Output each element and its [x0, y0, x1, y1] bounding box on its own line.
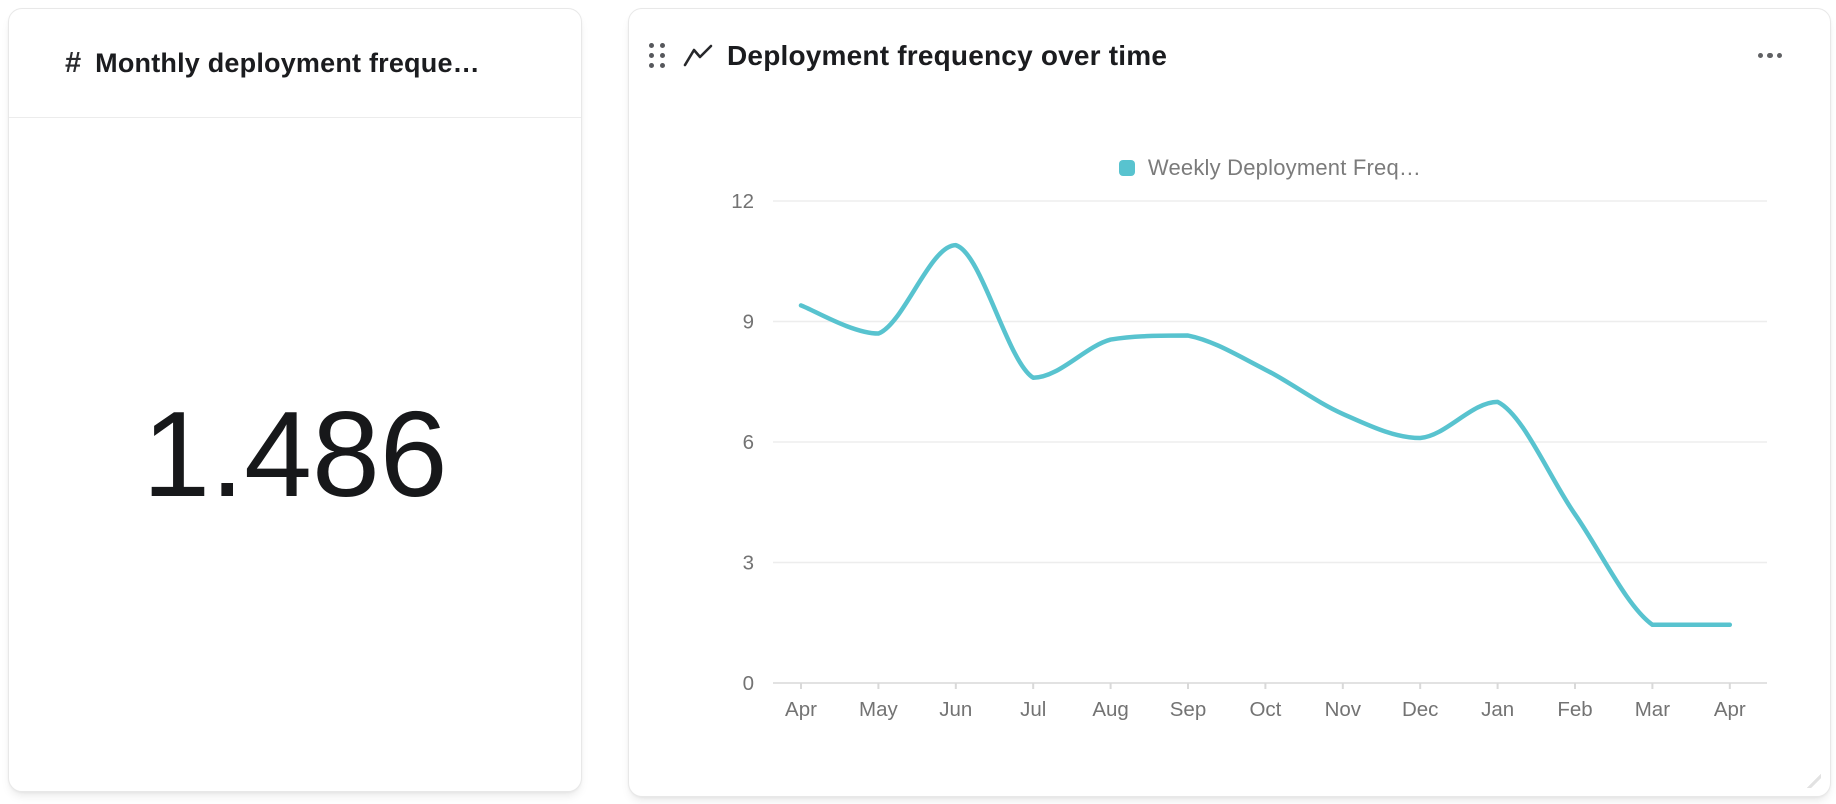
x-axis-label: Jan — [1481, 698, 1514, 721]
x-axis-label: Feb — [1557, 698, 1592, 721]
y-axis-label: 0 — [743, 672, 754, 695]
line-chart-widget-card: Deployment frequency over time Weekly De… — [628, 8, 1831, 797]
chart-title: Deployment frequency over time — [727, 39, 1168, 71]
x-axis-label: Apr — [785, 698, 817, 721]
x-axis-label: Jun — [939, 698, 972, 721]
x-axis-label: May — [859, 698, 898, 721]
x-axis-label: Oct — [1249, 698, 1281, 721]
x-axis-label: Nov — [1325, 698, 1362, 721]
y-axis-label: 6 — [743, 431, 754, 454]
legend-label: Weekly Deployment Freq… — [1147, 155, 1422, 180]
legend-swatch — [1118, 160, 1135, 176]
ellipsis-menu-button[interactable] — [1754, 45, 1787, 67]
trend-line-icon — [683, 43, 713, 69]
y-axis-label: 12 — [731, 190, 754, 213]
resize-handle[interactable] — [1803, 770, 1821, 788]
x-axis-label: Jul — [1020, 698, 1046, 721]
metric-title: Monthly deployment frequen… — [95, 47, 491, 78]
metric-widget-card: # Monthly deployment frequen… 1.486 — [8, 8, 582, 792]
x-axis-label: Aug — [1092, 698, 1128, 721]
line-chart: 0 3 6 9 12 Apr May Jun Jul Aug Sep Oct Nov Dec Jan Feb M… — [731, 190, 1767, 721]
metric-card-header: # Monthly deployment frequen… — [9, 9, 581, 118]
drag-handle-icon[interactable] — [645, 39, 669, 72]
x-axis-label: Apr — [1714, 698, 1746, 721]
y-axis-label: 3 — [743, 552, 754, 575]
x-axis-label: Sep — [1170, 698, 1206, 721]
series-line — [798, 242, 1733, 628]
x-axis-label: Mar — [1635, 698, 1670, 721]
y-axis-label: 9 — [743, 311, 754, 334]
x-axis-label: Dec — [1402, 698, 1438, 721]
legend-item[interactable]: Weekly Deployment Freq… — [773, 155, 1767, 181]
metric-value: 1.486 — [142, 386, 448, 522]
number-hash-icon: # — [65, 46, 82, 79]
metric-card-body: 1.486 — [9, 118, 581, 790]
chart-card-header: Deployment frequency over time — [629, 9, 1830, 72]
